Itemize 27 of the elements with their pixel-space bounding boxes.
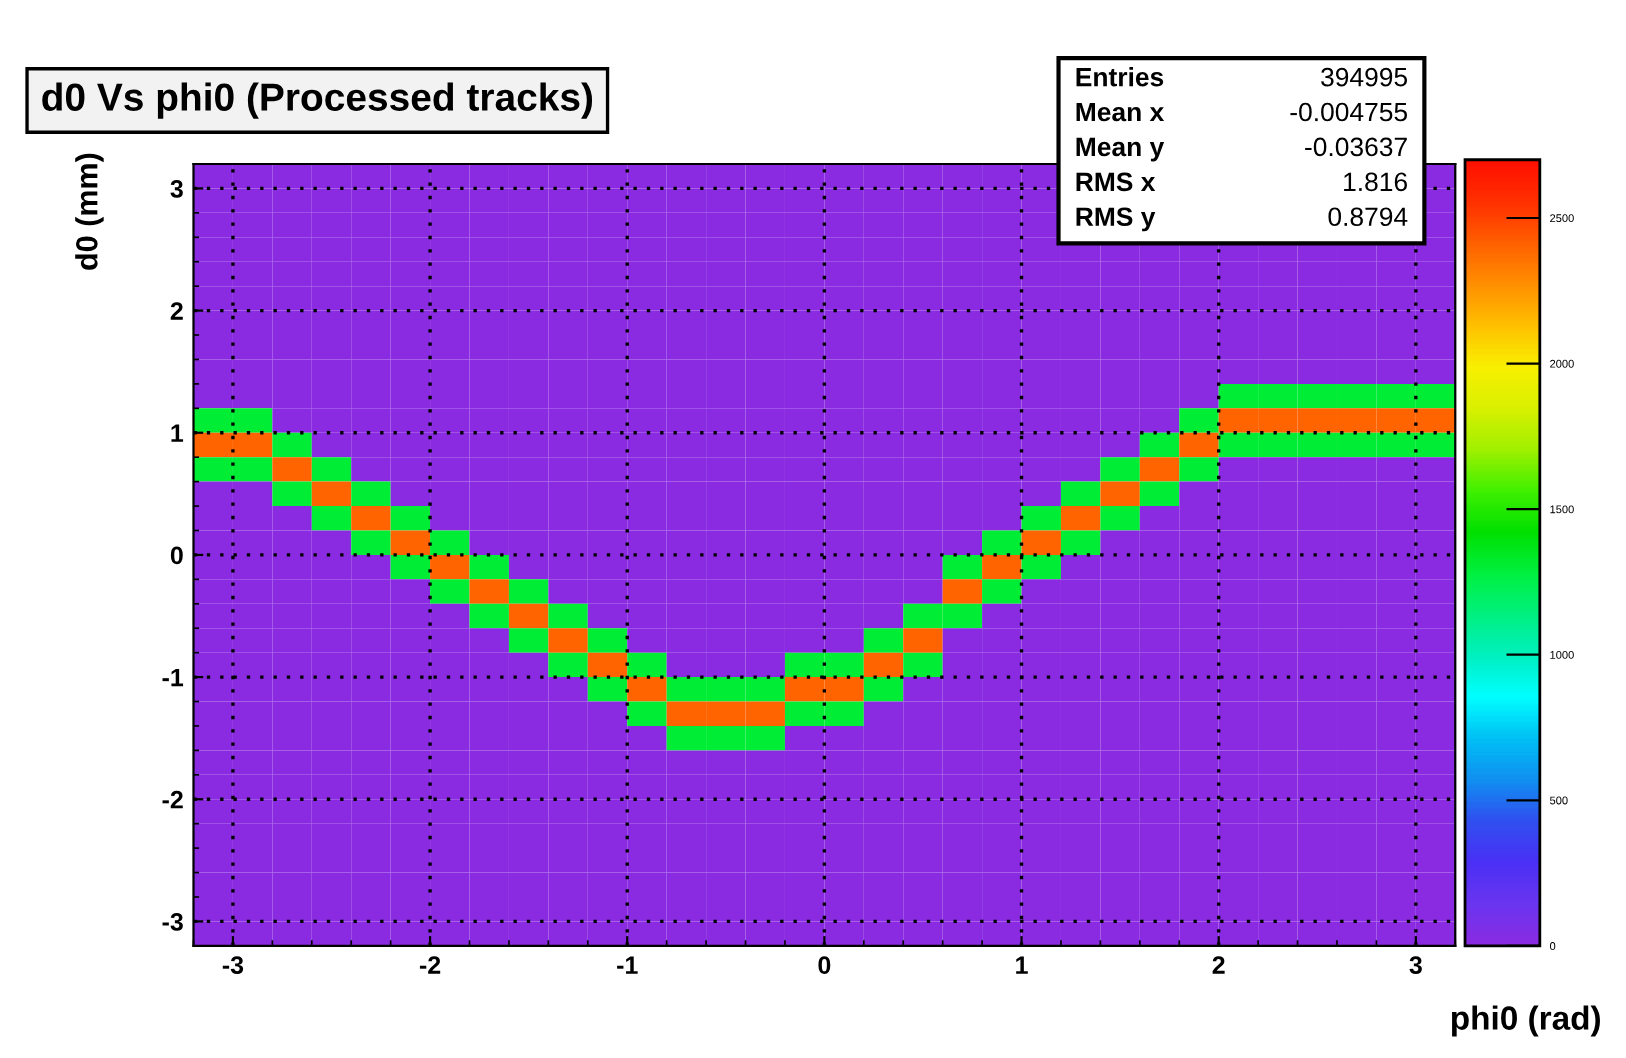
x-tick-label: 1 bbox=[1016, 956, 1028, 974]
chart-title: d0 Vs phi0 (Processed tracks) bbox=[42, 82, 593, 119]
annotation: 0.8794 bbox=[1328, 207, 1408, 227]
y-tick-label: -2 bbox=[162, 790, 183, 809]
text: -0.03637 bbox=[1305, 137, 1407, 157]
text: 394995 bbox=[1321, 67, 1408, 87]
text: Entries bbox=[1076, 67, 1164, 87]
y-tick-label: -1 bbox=[162, 668, 184, 687]
annotation: 1.816 bbox=[1344, 172, 1407, 192]
text: Mean y bbox=[1076, 137, 1165, 162]
x-tick-label: -1 bbox=[617, 956, 638, 974]
x-tick-label: 2 bbox=[1212, 956, 1225, 974]
y-tick-label: 2 bbox=[170, 302, 183, 320]
x-axis-title: phi0 (rad) bbox=[1451, 1005, 1600, 1037]
x-tick-label: 0 bbox=[818, 956, 831, 974]
annotation: RMS y bbox=[1076, 207, 1156, 232]
annotation: RMS x bbox=[1076, 172, 1156, 192]
text: Mean x bbox=[1076, 102, 1165, 122]
x-tick-label: -3 bbox=[222, 956, 244, 974]
y-axis-title: d0 (mm) bbox=[75, 153, 104, 270]
y-tick-label: 0 bbox=[170, 546, 183, 565]
y-tick-label: -3 bbox=[162, 913, 183, 931]
y-tick-label: 3 bbox=[170, 180, 183, 198]
x-tick-label: 3 bbox=[1409, 956, 1422, 974]
y-tick-label: 1 bbox=[171, 424, 184, 442]
text: -0.004755 bbox=[1290, 102, 1408, 122]
x-tick-label: -2 bbox=[419, 956, 441, 974]
